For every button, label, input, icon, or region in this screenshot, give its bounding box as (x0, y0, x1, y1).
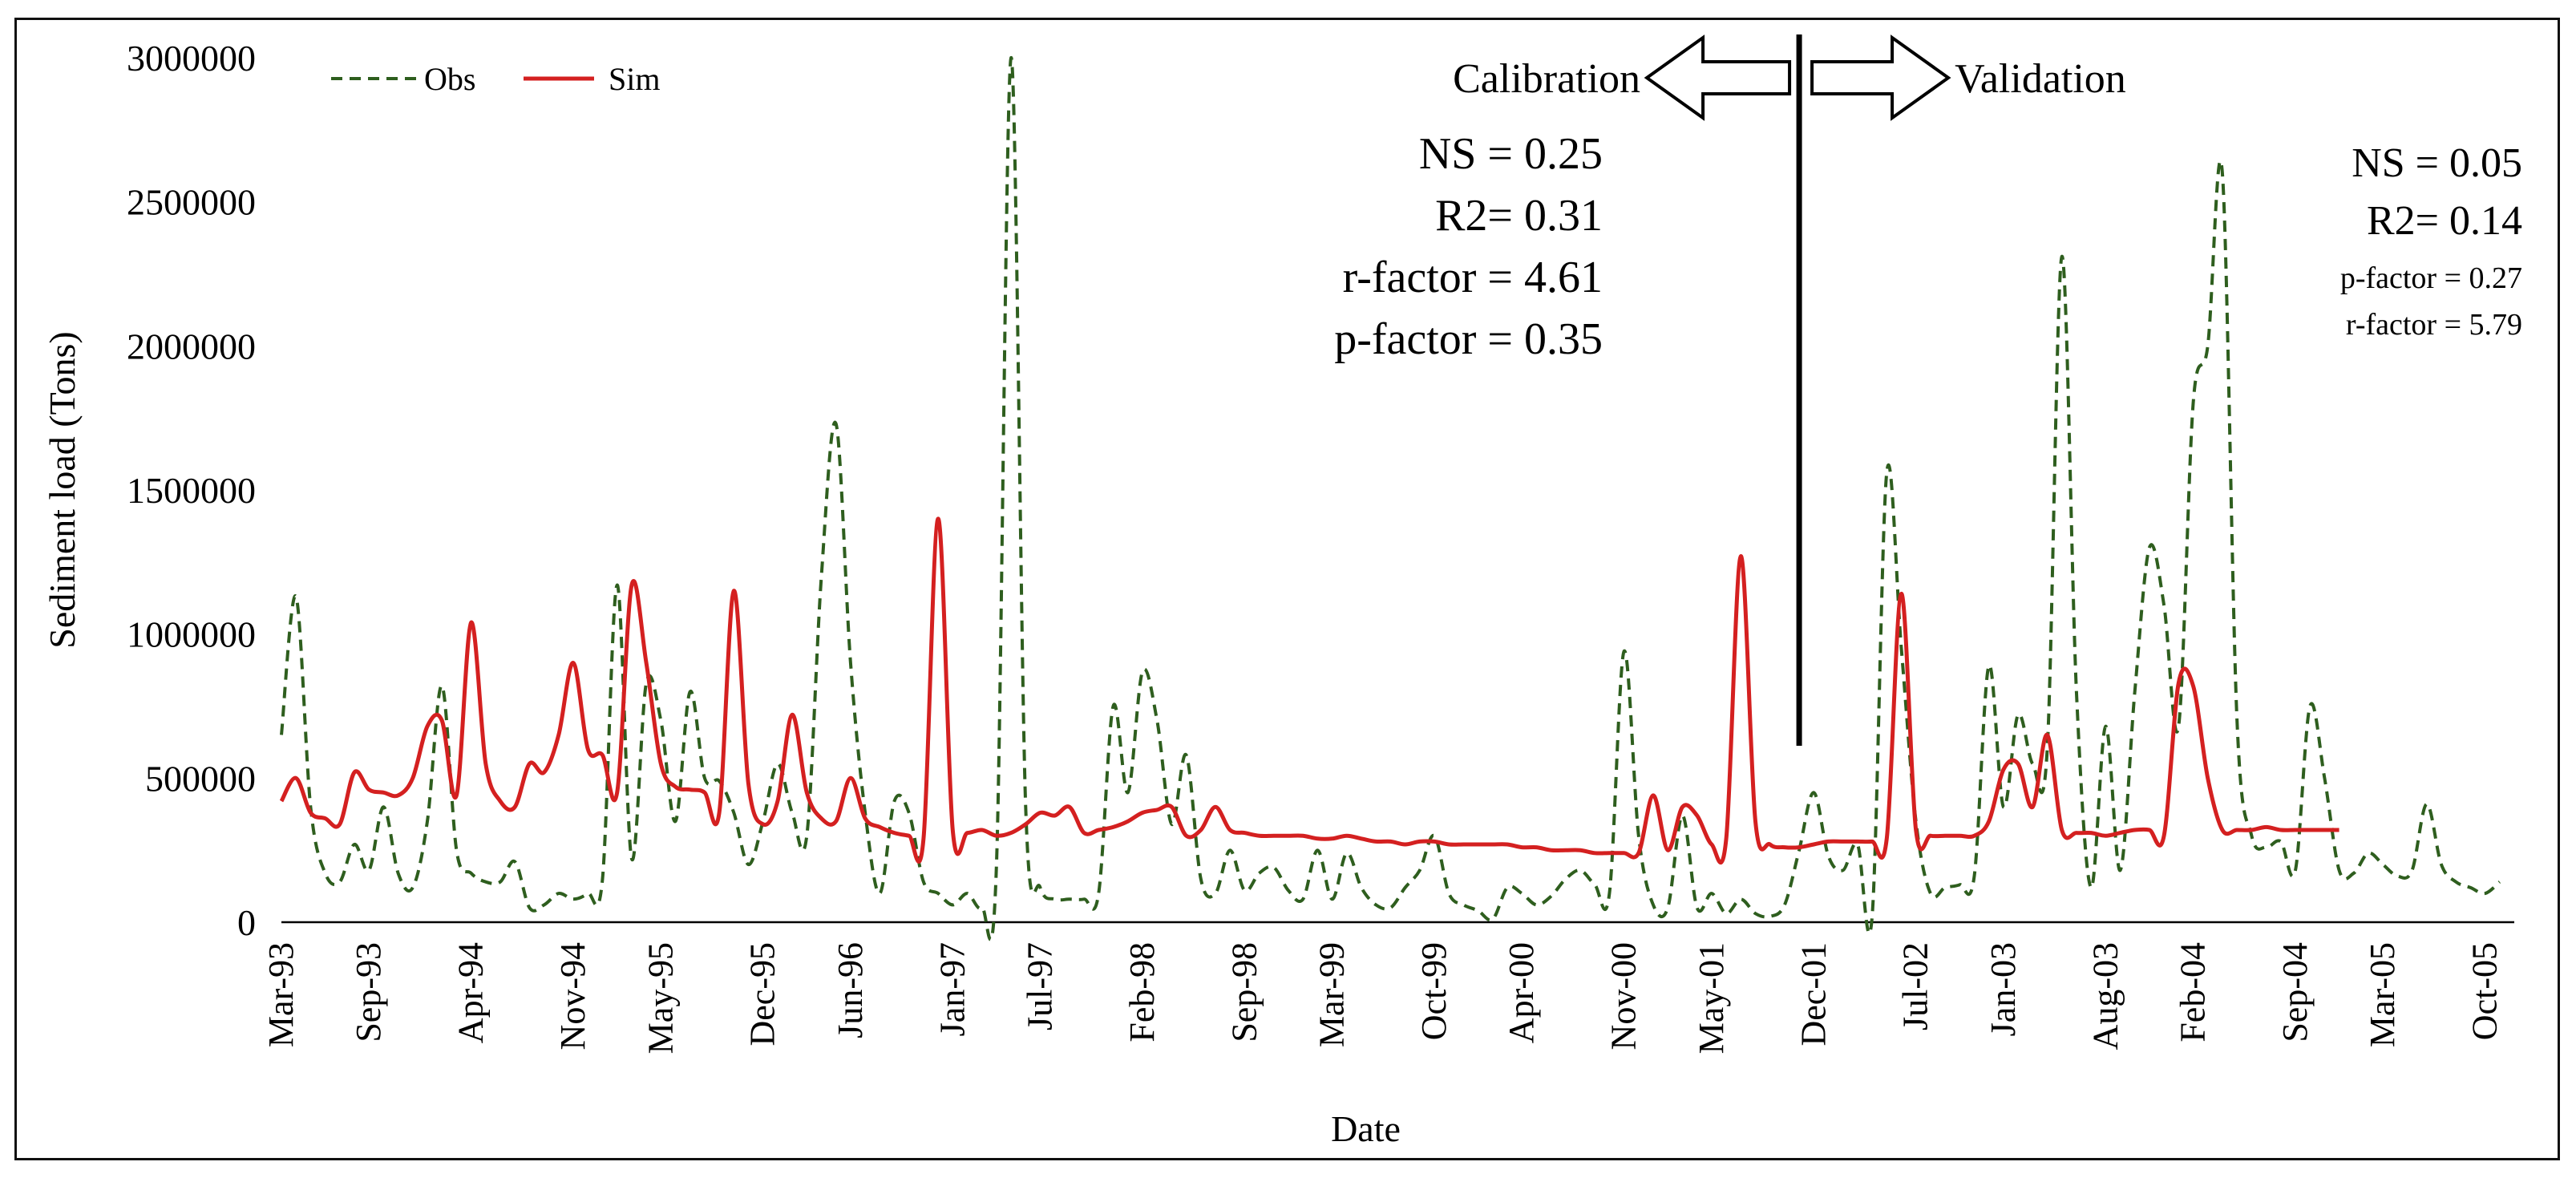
validation-r2: R2= 0.14 (2367, 198, 2522, 244)
sim-series-line (279, 516, 2339, 865)
validation-r-factor: r-factor = 5.79 (2346, 308, 2522, 342)
sediment-load-chart: 0 500000 1000000 1500000 2000000 2500000 30000… (42, 34, 2522, 1149)
validation-arrow-icon (1810, 34, 1951, 121)
x-tick-label: Jul-97 (1021, 942, 1060, 1030)
validation-p-factor: p-factor = 0.27 (2340, 261, 2522, 295)
figure-frame: 0 500000 1000000 1500000 2000000 2500000 30000… (14, 18, 2560, 1160)
phase-labels: Calibration Validation (1453, 34, 2126, 121)
obs-series-line (280, 55, 2501, 941)
x-tick-label: Mar-05 (2363, 942, 2402, 1047)
x-tick-label: Dec-95 (743, 942, 783, 1046)
x-tick-label: Dec-01 (1793, 942, 1833, 1046)
calibration-ns: NS = 0.25 (1419, 129, 1603, 179)
x-axis-title: Date (1331, 1108, 1401, 1149)
validation-label: Validation (1955, 56, 2126, 102)
y-tick-label: 3000000 (127, 38, 256, 79)
calibration-r-factor: r-factor = 4.61 (1343, 253, 1603, 302)
x-tick-label: Jul-02 (1896, 942, 1935, 1030)
x-tick-label: Mar-93 (261, 942, 301, 1047)
x-tick-label: Oct-99 (1414, 942, 1454, 1040)
y-axis-title: Sediment load (Tons) (42, 331, 83, 648)
y-tick-label: 1000000 (127, 614, 256, 655)
x-tick-label: Nov-94 (553, 942, 592, 1050)
calibration-label: Calibration (1453, 56, 1640, 102)
y-tick-label: 0 (237, 902, 256, 943)
legend-sim-label: Sim (609, 61, 660, 97)
validation-ns: NS = 0.05 (2352, 140, 2522, 186)
y-tick-label: 2500000 (127, 182, 256, 223)
x-tick-label: Sep-93 (349, 942, 388, 1042)
legend: Obs Sim (331, 61, 660, 97)
x-axis-ticks: Mar-93 Sep-93 Apr-94 Nov-94 May-95 Dec-95 Jun-… (261, 942, 2505, 1054)
x-tick-label: Jan-97 (932, 942, 972, 1036)
x-tick-label: Nov-00 (1604, 942, 1644, 1050)
y-axis-ticks: 0 500000 1000000 1500000 2000000 2500000 30000… (127, 38, 256, 943)
x-tick-label: Aug-03 (2085, 942, 2125, 1050)
calibration-r2: R2= 0.31 (1435, 191, 1603, 241)
validation-stats: NS = 0.05 R2= 0.14 p-factor = 0.27 r-fac… (2340, 140, 2522, 342)
x-tick-label: Sep-98 (1224, 942, 1264, 1042)
x-tick-label: Jan-03 (1984, 942, 2023, 1036)
x-tick-label: May-95 (641, 942, 680, 1054)
y-tick-label: 2000000 (127, 326, 256, 366)
y-tick-label: 500000 (145, 758, 256, 799)
x-tick-label: Jun-96 (831, 942, 870, 1038)
x-tick-label: Feb-04 (2174, 942, 2213, 1042)
calibration-stats: NS = 0.25 R2= 0.31 r-factor = 4.61 p-fac… (1334, 129, 1603, 364)
x-tick-label: May-01 (1692, 942, 1731, 1054)
x-tick-label: Mar-99 (1312, 942, 1352, 1047)
y-tick-label: 1500000 (127, 470, 256, 511)
x-tick-label: Sep-04 (2275, 942, 2315, 1042)
x-tick-label: Feb-98 (1122, 942, 1162, 1042)
calibration-arrow-icon (1644, 34, 1792, 121)
x-tick-label: Apr-00 (1502, 942, 1541, 1043)
x-tick-label: Oct-05 (2465, 942, 2505, 1040)
legend-obs-label: Obs (424, 61, 475, 97)
x-tick-label: Apr-94 (451, 942, 491, 1043)
calibration-p-factor: p-factor = 0.35 (1334, 314, 1603, 364)
